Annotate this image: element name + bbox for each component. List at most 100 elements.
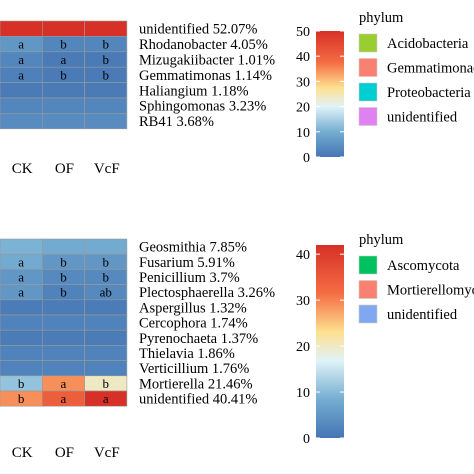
legend-label: unidentified	[387, 110, 458, 126]
heatmap-cell	[0, 97, 43, 114]
legend-label: Ascomycota	[387, 258, 460, 274]
colorbar-tick-label: 0	[303, 151, 310, 166]
heatmap-cell	[0, 360, 43, 377]
colorbar-tick-label: 20	[296, 101, 310, 116]
heatmap-cell	[41, 238, 85, 255]
heatmap-cell	[0, 20, 43, 37]
significance-letter: b	[103, 37, 110, 52]
significance-letter: a	[18, 285, 24, 300]
legend-swatch	[358, 255, 378, 275]
significance-letter: ab	[100, 285, 112, 300]
colorbar	[316, 31, 344, 157]
row-label: Mizugakiibacter 1.01%	[139, 53, 275, 69]
row-label: Rhodanobacter 4.05%	[139, 37, 268, 53]
colorbar	[316, 245, 344, 438]
heatmap-cell	[0, 238, 43, 255]
colorbar-tick-label: 30	[296, 75, 310, 90]
row-label: Aspergillus 1.32%	[139, 300, 247, 316]
column-label: OF	[55, 445, 74, 461]
legend-label: Mortierellomycota	[387, 283, 474, 299]
significance-letter: b	[103, 254, 110, 269]
heatmap-cell	[0, 345, 43, 361]
significance-letter: a	[61, 376, 67, 391]
legend-swatch	[358, 33, 378, 53]
heatmap-cell	[0, 314, 43, 331]
row-label: Mortierella 21.46%	[139, 376, 253, 392]
legend-label: Gemmatimonadetes	[387, 61, 474, 77]
legend-label: unidentified	[387, 307, 458, 323]
significance-letter: b	[60, 37, 67, 52]
heatmap-cell	[84, 82, 128, 99]
colorbar-tick-label: 20	[296, 340, 310, 355]
column-label: VcF	[94, 161, 120, 177]
heatmap-cell	[84, 390, 128, 407]
heatmap-cell	[84, 360, 128, 377]
heatmap-cell	[41, 97, 85, 114]
significance-letter: a	[18, 52, 24, 67]
significance-letter: b	[60, 270, 67, 285]
colorbar-tick-label: 10	[296, 386, 310, 401]
significance-letter: b	[103, 376, 110, 391]
row-label: unidentified 52.07%	[139, 22, 257, 38]
heatmap-cell	[41, 360, 85, 377]
heatmap-cell	[84, 97, 128, 114]
heatmap-cell	[41, 314, 85, 331]
colorbar-tick-label: 0	[303, 432, 310, 447]
column-label: CK	[12, 445, 33, 461]
significance-letter: b	[18, 376, 25, 391]
colorbar-tick-label: 30	[296, 294, 310, 309]
heatmap-cell	[0, 82, 43, 99]
legend-swatch	[358, 58, 378, 77]
heatmap-cell	[84, 238, 128, 255]
legend-swatch	[358, 82, 378, 102]
significance-letter: a	[18, 254, 24, 269]
heatmap-cell	[41, 20, 85, 37]
heatmap-cell	[0, 299, 43, 316]
significance-letter: a	[18, 67, 24, 82]
column-label: OF	[55, 161, 74, 177]
heatmap-cell	[41, 329, 85, 346]
legend-label: Acidobacteria	[387, 36, 469, 52]
row-label: unidentified 40.41%	[139, 392, 257, 408]
colorbar-tick-label: 10	[296, 126, 310, 141]
legend-title: phylum	[359, 232, 404, 248]
significance-letter: a	[18, 270, 24, 285]
row-label: Penicillium 3.7%	[139, 270, 240, 286]
row-label: Gemmatimonas 1.14%	[139, 68, 272, 84]
row-label: Geosmithia 7.85%	[139, 240, 247, 256]
heatmap-cell	[0, 329, 43, 346]
heatmap-panel-2: Geosmithia 7.85%a b b Fusarium 5.91%a b b Peni…	[0, 232, 474, 461]
row-label: Haliangium 1.18%	[139, 83, 249, 99]
legend-title: phylum	[359, 10, 404, 26]
legend-swatch	[358, 280, 378, 299]
row-label: Cercophora 1.74%	[139, 316, 248, 332]
legend-swatch	[358, 107, 378, 126]
heatmap-cell	[84, 329, 128, 346]
colorbar-tick-label: 40	[296, 50, 310, 65]
heatmap-panel-1: unidentified 52.07%a b b Rhodanobacter 4.05…	[0, 10, 474, 177]
heatmap-cell	[84, 113, 128, 130]
row-label: Verticillium 1.76%	[139, 361, 249, 377]
row-label: Plectosphaerella 3.26%	[139, 285, 275, 301]
significance-letter: b	[60, 67, 67, 82]
heatmap-cell	[84, 345, 128, 361]
colorbar-tick-label: 50	[296, 25, 310, 40]
heatmap-cell	[41, 345, 85, 361]
heatmap-cell	[41, 299, 85, 316]
significance-letter: b	[18, 391, 25, 406]
column-label: CK	[12, 161, 33, 177]
row-label: Fusarium 5.91%	[139, 255, 235, 271]
heatmap-cell	[84, 20, 128, 37]
significance-letter: a	[61, 52, 67, 67]
heatmap-cell	[84, 299, 128, 316]
row-label: RB41 3.68%	[139, 114, 214, 130]
legend-swatch	[358, 304, 378, 324]
significance-letter: b	[103, 67, 110, 82]
heatmap-cell	[0, 113, 43, 130]
significance-letter: b	[103, 270, 110, 285]
significance-letter: b	[60, 285, 67, 300]
heatmap-cell	[41, 82, 85, 99]
row-label: Sphingomonas 3.23%	[139, 99, 266, 115]
significance-letter: b	[60, 254, 67, 269]
